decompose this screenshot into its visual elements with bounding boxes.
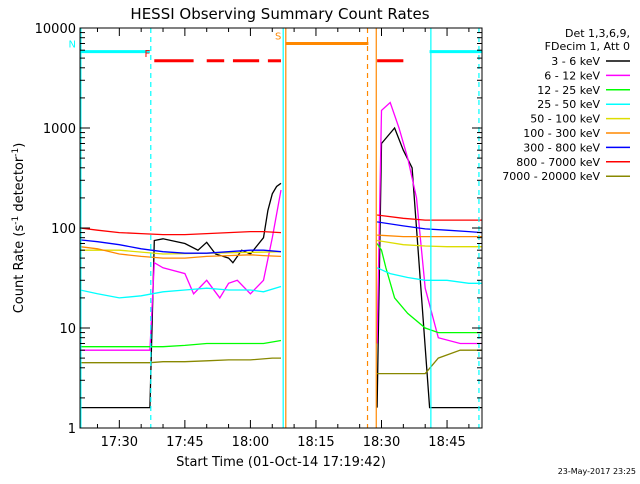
series-line-5-segment-0 xyxy=(80,246,282,259)
y-tick-label-3: 1000 xyxy=(43,122,76,137)
y-axis-label-end: ) xyxy=(12,143,27,148)
series-line-7-segment-0 xyxy=(80,227,282,236)
legend-label-0: 3 - 6 keV xyxy=(551,55,600,68)
plot-content: N F S xyxy=(69,28,482,428)
plot-clipped-group xyxy=(80,28,482,428)
x-tick-label-0: 17:30 xyxy=(101,435,138,450)
y-axis-label-exp: -1 xyxy=(11,216,21,225)
series-line-2-segment-0 xyxy=(80,339,282,348)
flag-label-1: F xyxy=(145,49,151,60)
series-line-1-segment-0 xyxy=(80,189,282,351)
series-line-4-segment-1 xyxy=(376,239,482,248)
legend-label-7: 800 - 7000 keV xyxy=(516,156,600,169)
y-axis-label-mid: detector xyxy=(12,156,27,216)
flag-label-0: N xyxy=(69,40,76,51)
series-line-6-segment-1 xyxy=(377,221,482,234)
legend-label-4: 50 - 100 keV xyxy=(530,113,600,126)
legend-label-6: 300 - 800 keV xyxy=(523,141,600,154)
series-line-5-segment-1 xyxy=(377,234,482,238)
series-line-7-segment-1 xyxy=(377,214,482,221)
series-line-8-segment-0 xyxy=(80,357,281,364)
x-tick-label-1: 17:45 xyxy=(166,435,203,450)
plot-frame xyxy=(79,27,483,429)
legend-label-5: 100 - 300 keV xyxy=(523,127,600,140)
flag-label-2: S xyxy=(275,31,281,42)
x-tick-label-3: 18:15 xyxy=(297,435,334,450)
x-tick-label-2: 18:00 xyxy=(232,435,269,450)
legend-header-2: FDecim 1, Att 0 xyxy=(545,40,630,53)
series-line-6-segment-0 xyxy=(80,239,282,254)
legend-label-3: 25 - 50 keV xyxy=(537,98,600,111)
y-tick-label-4: 10000 xyxy=(35,22,76,37)
y-axis-label-exp2: -1 xyxy=(11,148,21,157)
series-line-0-segment-0 xyxy=(80,182,282,409)
series-line-1-segment-1 xyxy=(376,101,482,345)
y-tick-label-2: 100 xyxy=(51,222,76,237)
series-line-8-segment-1 xyxy=(377,349,482,375)
series-line-2-segment-1 xyxy=(376,243,482,334)
series-line-3-segment-1 xyxy=(376,267,482,284)
y-axis-label-main: Count Rate (s xyxy=(12,225,27,314)
x-axis-label: Start Time (01-Oct-14 17:19:42) xyxy=(176,455,386,470)
series-line-0-segment-1 xyxy=(376,126,482,409)
legend-header-1: Det 1,3,6,9, xyxy=(565,27,630,40)
legend-label-8: 7000 - 20000 keV xyxy=(502,170,600,183)
legend-label-2: 12 - 25 keV xyxy=(537,84,600,97)
series-line-3-segment-0 xyxy=(80,285,282,299)
y-tick-label-0: 1 xyxy=(68,422,76,437)
x-tick-label-4: 18:30 xyxy=(363,435,400,450)
y-axis-label: Count Rate (s-1 detector-1) xyxy=(11,143,27,314)
axes-layer: 17:30 17:45 18:00 18:15 18:30 18:45 1 10 100 1000… xyxy=(35,22,482,450)
y-tick-label-1: 10 xyxy=(59,322,76,337)
legend-label-1: 6 - 12 keV xyxy=(544,69,600,82)
chart-title: HESSI Observing Summary Count Rates xyxy=(130,5,429,23)
footer-date: 23-May-2017 23:25 xyxy=(558,467,636,476)
x-tick-label-5: 18:45 xyxy=(428,435,465,450)
